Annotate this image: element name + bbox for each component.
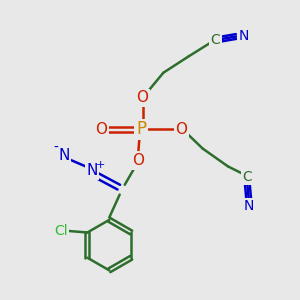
Text: Cl: Cl	[54, 224, 68, 238]
Text: N: N	[58, 148, 70, 163]
Text: -: -	[53, 141, 58, 155]
Text: O: O	[95, 122, 107, 137]
Text: O: O	[136, 91, 148, 106]
Text: N: N	[238, 29, 249, 44]
Text: O: O	[175, 122, 187, 137]
Text: C: C	[211, 33, 220, 47]
Text: +: +	[96, 160, 105, 170]
Text: N: N	[86, 163, 98, 178]
Text: O: O	[132, 153, 144, 168]
Text: P: P	[136, 120, 146, 138]
Text: N: N	[244, 200, 254, 214]
Text: C: C	[242, 170, 252, 184]
